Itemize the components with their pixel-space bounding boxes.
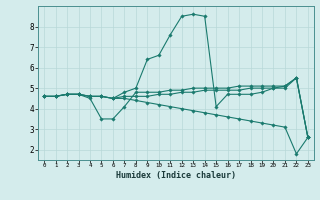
X-axis label: Humidex (Indice chaleur): Humidex (Indice chaleur) [116,171,236,180]
